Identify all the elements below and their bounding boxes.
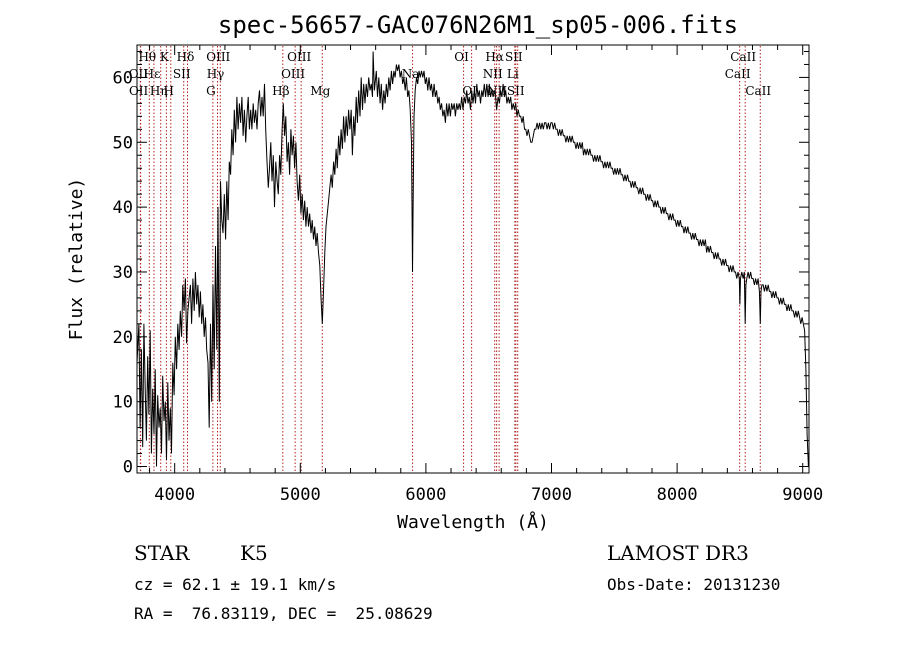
object-class: STAR: [134, 541, 190, 565]
spectral-line-label: Hε: [144, 67, 161, 81]
redshift-text: cz = 62.1 ± 19.1 km/s: [134, 575, 336, 594]
spectral-line-label: Hη: [150, 84, 168, 98]
chart-title: spec-56657-GAC076N26M1_sp05-006.fits: [218, 11, 738, 39]
spectral-line-label: CaII: [745, 84, 771, 98]
spectral-line-label: CaII: [725, 67, 751, 81]
spectral-line-label: Li: [507, 67, 519, 81]
spectral-line-label: H: [164, 84, 174, 98]
obs-date-text: Obs-Date: 20131230: [607, 575, 780, 594]
spectral-line-label: Hθ: [138, 50, 156, 64]
x-tick-label: 4000: [154, 485, 195, 505]
y-tick-label: 10: [113, 393, 133, 413]
x-axis-label: Wavelength (Å): [397, 511, 549, 533]
spectral-line-label: K: [160, 50, 170, 64]
spectral-line-label: OIII: [287, 50, 311, 64]
y-tick-label: 30: [113, 263, 133, 283]
spectral-line-label: SII: [173, 67, 191, 81]
x-tick-label: 6000: [405, 485, 446, 505]
spectrum-line: [136, 51, 809, 467]
spectral-line-label: SII: [505, 50, 523, 64]
spectral-line-label: Hβ: [272, 84, 289, 98]
y-axis-label: Flux (relative): [66, 178, 87, 341]
y-tick-label: 20: [113, 328, 133, 348]
spectral-line-label: Mg: [310, 84, 330, 98]
y-tick-label: 50: [113, 133, 133, 153]
survey-name: LAMOST DR3: [607, 541, 749, 565]
spectral-line-labels: HθOIIOIIHεHηKHSIIHδGHγOIIIHβOIIIOIIIMgNa…: [129, 50, 772, 98]
spectral-line-label: OIII: [206, 50, 230, 64]
spectral-line-label: Hα: [485, 50, 504, 64]
x-tick-label: 8000: [657, 485, 698, 505]
x-tick-label: 9000: [782, 485, 823, 505]
y-tick-label: 40: [113, 198, 133, 218]
spectral-line-label: Hγ: [207, 67, 225, 81]
spectral-line-label: SII: [507, 84, 525, 98]
coordinates-text: RA = 76.83119, DEC = 25.08629: [134, 604, 433, 623]
spectral-line-label: NII: [483, 67, 503, 81]
x-axis-ticks: 4000 5000 6000 7000 8000 9000: [149, 45, 823, 505]
spectral-line-label: OIII: [281, 67, 305, 81]
spectral-line-label: Hδ: [177, 50, 195, 64]
spectral-line-label: G: [206, 84, 216, 98]
spectral-line-label: OI: [454, 50, 469, 64]
y-axis-ticks: 0 10 20 30 40 50 60: [113, 50, 809, 478]
spectral-line-label: CaII: [730, 50, 756, 64]
x-tick-label: 5000: [280, 485, 321, 505]
spectral-line-label: OII: [129, 84, 149, 98]
x-tick-label: 7000: [531, 485, 572, 505]
y-tick-label: 0: [123, 458, 133, 478]
y-tick-label: 60: [113, 68, 133, 88]
object-subclass: K5: [240, 541, 268, 565]
